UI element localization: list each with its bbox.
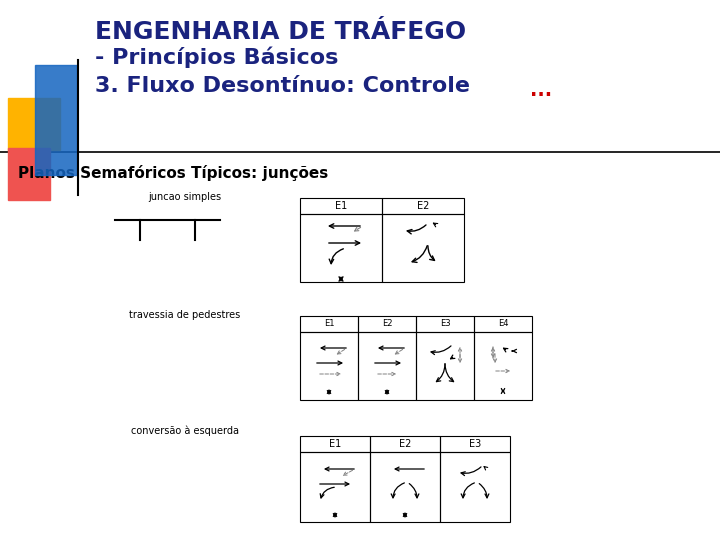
Bar bbox=[416, 332, 474, 400]
Text: E4: E4 bbox=[498, 319, 508, 328]
Text: E1: E1 bbox=[335, 201, 347, 211]
Bar bbox=[35, 65, 77, 175]
Bar bbox=[300, 452, 370, 522]
Text: ...: ... bbox=[530, 81, 552, 100]
Bar bbox=[440, 436, 510, 452]
Bar bbox=[370, 452, 440, 522]
Bar bbox=[300, 214, 382, 282]
Text: E1: E1 bbox=[324, 319, 334, 328]
Bar bbox=[300, 198, 382, 214]
Text: conversão à esquerda: conversão à esquerda bbox=[131, 425, 239, 435]
Bar bbox=[300, 316, 358, 332]
Bar bbox=[382, 214, 464, 282]
Bar bbox=[300, 436, 370, 452]
Bar bbox=[382, 198, 464, 214]
Text: E2: E2 bbox=[417, 201, 429, 211]
Bar bbox=[358, 316, 416, 332]
Text: Planos Semafóricos Típicos: junções: Planos Semafóricos Típicos: junções bbox=[18, 165, 328, 181]
Text: E2: E2 bbox=[382, 319, 392, 328]
Text: 3. Fluxo Desontínuo: Controle: 3. Fluxo Desontínuo: Controle bbox=[95, 76, 478, 96]
Bar bbox=[358, 332, 416, 400]
Text: juncao simples: juncao simples bbox=[148, 192, 222, 202]
Text: ENGENHARIA DE TRÁFEGO: ENGENHARIA DE TRÁFEGO bbox=[95, 20, 466, 44]
Text: E3: E3 bbox=[469, 439, 481, 449]
Text: travessia de pedestres: travessia de pedestres bbox=[130, 310, 240, 320]
Bar bbox=[474, 332, 532, 400]
Text: E3: E3 bbox=[440, 319, 450, 328]
Text: E1: E1 bbox=[329, 439, 341, 449]
Bar bbox=[416, 316, 474, 332]
Bar bbox=[440, 452, 510, 522]
Bar bbox=[300, 332, 358, 400]
Bar bbox=[8, 98, 60, 150]
Bar bbox=[474, 316, 532, 332]
Bar bbox=[370, 436, 440, 452]
Bar bbox=[8, 148, 50, 200]
Text: E2: E2 bbox=[399, 439, 411, 449]
Text: - Princípios Básicos: - Princípios Básicos bbox=[95, 47, 338, 69]
